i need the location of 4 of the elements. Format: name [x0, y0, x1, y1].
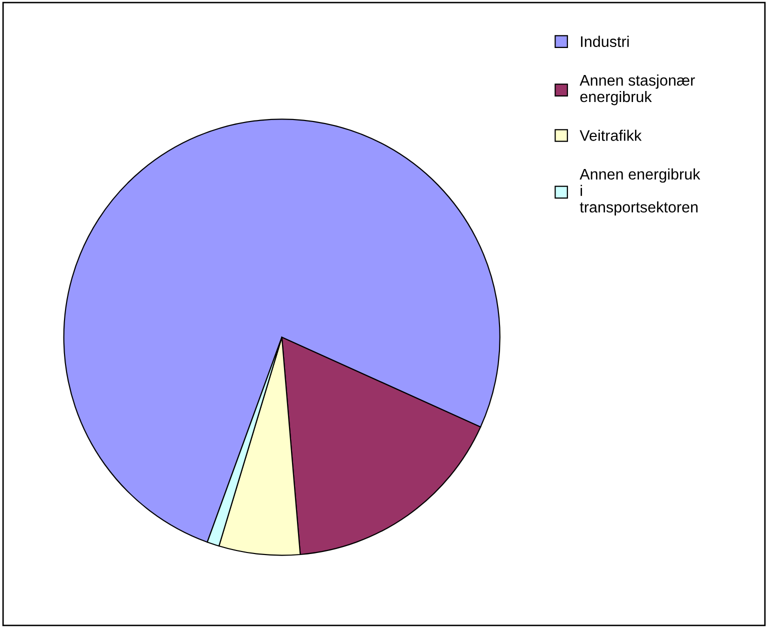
legend-label: Annen stasjonær energibruk — [580, 74, 695, 106]
legend-label: Annen energibruk i transportsektoren — [580, 168, 700, 216]
legend-label: Veitrafikk — [580, 130, 642, 141]
legend-label: Industri — [581, 36, 629, 48]
